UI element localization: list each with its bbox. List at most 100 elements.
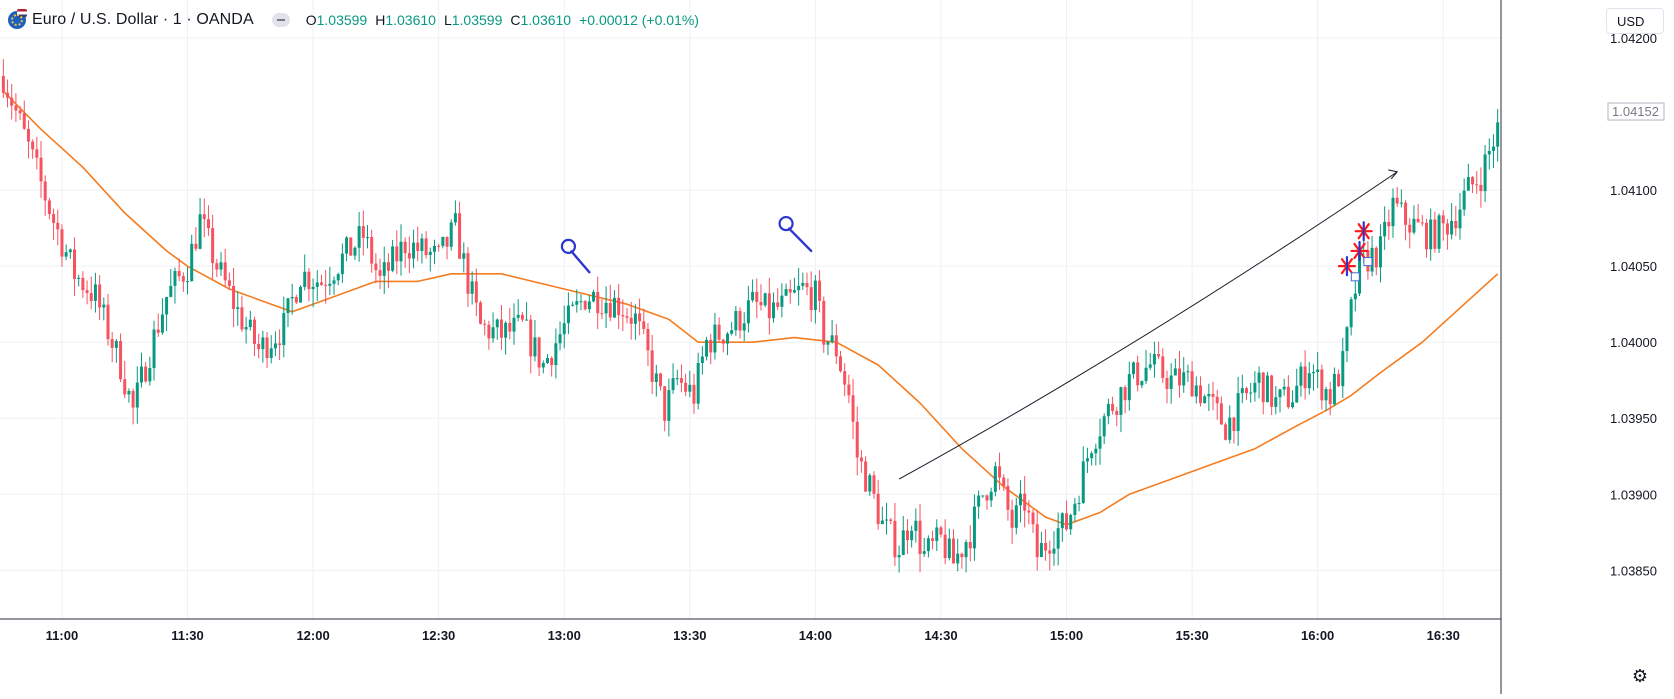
candle-up [1429, 209, 1432, 261]
candle-body [948, 539, 951, 559]
candle-up [579, 294, 582, 310]
candle-body [44, 181, 47, 200]
candle-down [60, 224, 63, 267]
candle-body [990, 492, 993, 501]
candle-up [743, 312, 746, 341]
candle-body [1383, 222, 1386, 236]
candle-up [1153, 342, 1156, 378]
candle-body [299, 287, 302, 303]
candle-body [437, 246, 440, 247]
candle-down [508, 308, 511, 339]
candle-up [1241, 375, 1244, 403]
candle-up [1086, 448, 1089, 473]
candle-body [316, 282, 319, 286]
candle-up [533, 320, 536, 361]
candle-body [705, 340, 708, 357]
candle-down [500, 305, 503, 350]
candle-up [914, 508, 917, 542]
candle-body [1262, 373, 1265, 403]
collapse-legend-button[interactable] [272, 13, 290, 27]
candle-down [1337, 370, 1340, 387]
candle-down [1404, 200, 1407, 240]
candle-body [906, 530, 909, 540]
candle-down [178, 259, 181, 281]
candle-body [1232, 418, 1235, 431]
candle-up [1438, 214, 1441, 253]
candle-body [90, 293, 93, 301]
candle-down [1425, 219, 1428, 258]
candle-body [458, 213, 461, 259]
candle-body [659, 373, 662, 386]
candle-up [69, 248, 72, 258]
candle-up [1103, 413, 1106, 444]
candle-body [1299, 367, 1302, 386]
candle-body [362, 226, 365, 238]
candle-body [178, 271, 181, 276]
price-tick-label: 1.04050 [1610, 259, 1657, 274]
candle-body [27, 129, 30, 142]
candle-up [383, 247, 386, 294]
candle-up [981, 495, 984, 497]
candle-body [1337, 374, 1340, 386]
candle-down [228, 273, 231, 290]
candle-down [132, 388, 135, 424]
currency-button[interactable]: USD [1606, 8, 1664, 34]
candle-down [1048, 540, 1051, 570]
candle-down [755, 278, 758, 318]
candle-up [554, 329, 557, 379]
candle-up [1145, 350, 1148, 384]
moving-average [3, 91, 1497, 524]
symbol-title[interactable]: Euro / U.S. Dollar · 1 · OANDA [32, 11, 254, 29]
candle-up [471, 271, 474, 304]
candle-body [910, 531, 913, 540]
candle-body [814, 281, 817, 310]
candle-up [1333, 367, 1336, 406]
candle-body [1400, 203, 1403, 204]
candle-down [931, 531, 934, 550]
candle-body [1228, 418, 1231, 440]
candle-body [600, 313, 603, 314]
candle-down [23, 101, 26, 130]
pin-circle [780, 217, 793, 230]
candle-down [1124, 385, 1127, 413]
candle-body [1157, 354, 1160, 356]
candle-down [1442, 210, 1445, 240]
candle-up [1015, 498, 1018, 535]
candle-down [1111, 397, 1114, 415]
candle-up [236, 291, 239, 325]
candle-body [1019, 494, 1022, 506]
candle-body [86, 290, 89, 293]
drawings[interactable] [562, 170, 1397, 479]
candle-body [1199, 385, 1202, 403]
candle-down [257, 334, 260, 359]
candle-body [194, 244, 197, 249]
candle-up [454, 200, 457, 225]
candle-up [345, 236, 348, 261]
candle-body [341, 254, 344, 274]
candle-body [333, 280, 336, 284]
candle-up [161, 298, 164, 335]
candle-body [2, 76, 5, 93]
candle-body [927, 538, 930, 551]
candle-body [303, 272, 306, 287]
candle-up [328, 267, 331, 295]
candle-body [31, 142, 34, 150]
candle-up [780, 283, 783, 317]
candle-up [1228, 405, 1231, 443]
candle-up [785, 283, 788, 296]
candle-body [751, 292, 754, 300]
candle-down [919, 504, 922, 572]
candle-body [446, 237, 449, 247]
candle-down [969, 525, 972, 561]
settings-gear-icon[interactable]: ⚙ [1630, 666, 1650, 686]
candle-up [391, 240, 394, 272]
candle-body [1433, 219, 1436, 248]
candle-body [956, 554, 959, 564]
candle-up [274, 331, 277, 356]
candle-down [320, 275, 323, 286]
currency-pair-icon [8, 11, 26, 29]
candle-body [65, 252, 68, 256]
candle-body [697, 363, 700, 404]
open-value: 1.03599 [317, 12, 368, 28]
